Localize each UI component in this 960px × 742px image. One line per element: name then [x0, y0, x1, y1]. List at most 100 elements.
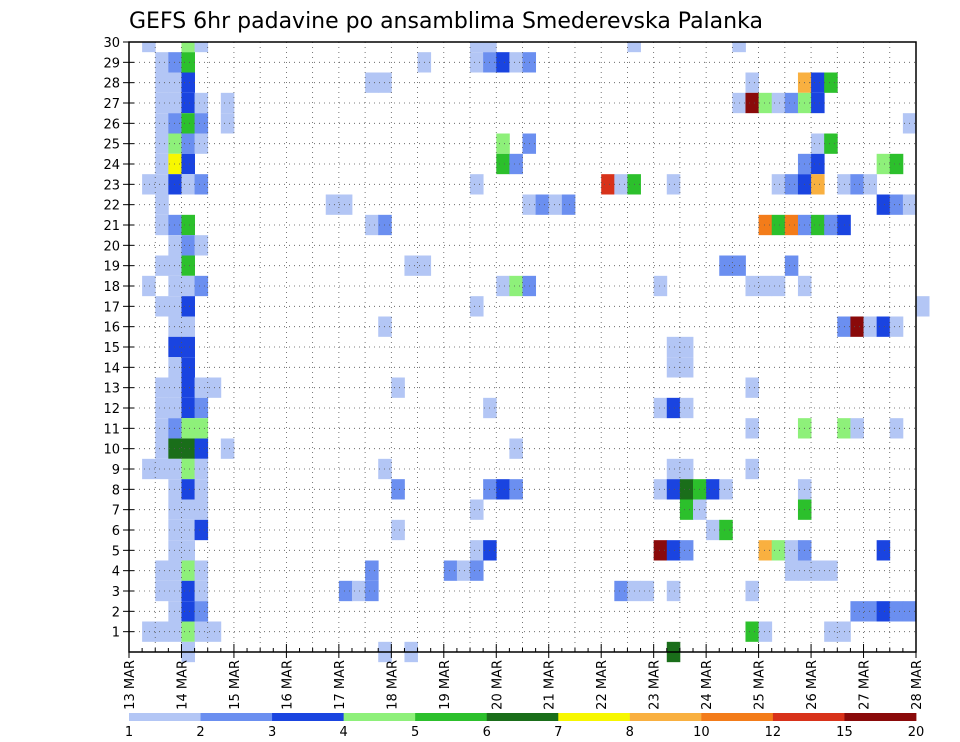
heatmap-cell [666, 174, 681, 195]
chart-title: GEFS 6hr padavine po ansamblima Smederev… [129, 9, 763, 34]
legend-label: 10 [693, 725, 710, 740]
heatmap-cell [181, 255, 195, 276]
heatmap-cell [181, 397, 195, 419]
heatmap-cell [168, 275, 182, 297]
heatmap-cell [470, 174, 484, 195]
heatmap-cell [181, 316, 195, 337]
heatmap-cell [889, 153, 904, 175]
x-tick-label: 16 MAR [280, 660, 295, 710]
heatmap-cell [194, 458, 209, 480]
heatmap-cell [561, 194, 576, 215]
legend-swatch [629, 713, 702, 721]
heatmap-cell [181, 42, 195, 53]
heatmap-cell [168, 174, 182, 195]
heatmap-cell [155, 174, 169, 195]
heatmap-cell [470, 499, 484, 520]
y-tick-label: 27 [103, 97, 120, 112]
x-tick-label: 14 MAR [175, 660, 190, 710]
heatmap-cell [811, 133, 825, 154]
y-tick-label: 4 [112, 565, 120, 580]
y-tick-label: 22 [103, 199, 120, 214]
heatmap-cell [745, 275, 759, 297]
heatmap-cell [181, 214, 195, 236]
heatmap-cell [155, 377, 169, 398]
heatmap-cell [470, 42, 484, 53]
heatmap-cell [666, 397, 681, 419]
heatmap-cell [771, 540, 786, 561]
heatmap-cell [181, 52, 195, 73]
heatmap-cell [181, 174, 195, 195]
heatmap-cell [194, 133, 209, 154]
heatmap-cell [771, 275, 786, 297]
x-tick-label: 18 MAR [385, 660, 400, 710]
x-tick-label: 19 MAR [438, 660, 453, 710]
heatmap-cell [155, 458, 169, 480]
heatmap-cell [142, 621, 156, 642]
legend-swatch [558, 713, 631, 721]
heatmap-cell [168, 621, 182, 642]
heatmap-cell [155, 72, 169, 93]
heatmap-cell [168, 153, 182, 175]
y-tick-label: 11 [103, 422, 120, 437]
heatmap-cell [719, 479, 733, 500]
legend-swatch [844, 713, 917, 721]
heatmap-cell [181, 92, 195, 114]
heatmap-cell [168, 560, 182, 581]
y-tick-label: 5 [112, 544, 120, 559]
heatmap-cell [653, 540, 668, 561]
heatmap-cell [194, 519, 209, 541]
heatmap-cell [194, 621, 209, 642]
legend-swatch [701, 713, 774, 721]
heatmap-cell [181, 499, 195, 520]
heatmap-cell [181, 113, 195, 134]
heatmap-cell [758, 540, 773, 561]
y-tick-label: 9 [112, 463, 120, 478]
heatmap-cell [679, 336, 694, 358]
heatmap-cell [168, 255, 182, 276]
heatmap-cell [824, 214, 838, 236]
heatmap-cell [745, 621, 759, 642]
heatmap-cell [194, 92, 209, 114]
heatmap-cell [155, 418, 169, 439]
heatmap-cell [155, 560, 169, 581]
legend-label: 6 [483, 725, 491, 740]
y-tick-label: 18 [103, 280, 120, 295]
heatmap-cell [771, 214, 786, 236]
heatmap-cell [916, 296, 930, 317]
heatmap-cell [666, 458, 681, 480]
heatmap-cell [666, 479, 681, 500]
heatmap-cell [811, 72, 825, 93]
heatmap-cell [876, 540, 891, 561]
heatmap-cell [496, 479, 510, 500]
heatmap-cell [824, 621, 838, 642]
y-tick-label: 6 [112, 524, 120, 539]
heatmap-cell [194, 601, 209, 622]
legend-label: 12 [765, 725, 782, 740]
heatmap-cell [181, 458, 195, 480]
heatmap-cell [732, 42, 746, 53]
legend-label: 7 [554, 725, 562, 740]
legend-swatch [415, 713, 488, 721]
heatmap-cell [194, 42, 209, 53]
heatmap-cell [535, 194, 550, 215]
heatmap-cell [155, 214, 169, 236]
heatmap-cell [653, 479, 668, 500]
heatmap-cell [850, 418, 864, 439]
heatmap-cell [863, 316, 878, 337]
heatmap-cell [168, 336, 182, 358]
heatmap-cell [876, 194, 891, 215]
heatmap-cell [496, 153, 510, 175]
heatmap-cell [850, 316, 864, 337]
y-tick-label: 12 [103, 402, 120, 417]
heatmap-cell [811, 174, 825, 195]
heatmap-cell [194, 479, 209, 500]
y-tick-label: 2 [112, 605, 120, 620]
heatmap-cell [194, 499, 209, 520]
heatmap-cell [168, 458, 182, 480]
heatmap-cell [194, 113, 209, 134]
heatmap-cell [679, 479, 694, 500]
x-tick-label: 13 MAR [123, 660, 138, 710]
heatmap-cell [666, 540, 681, 561]
heatmap-cell [811, 153, 825, 175]
heatmap-cell [168, 72, 182, 93]
